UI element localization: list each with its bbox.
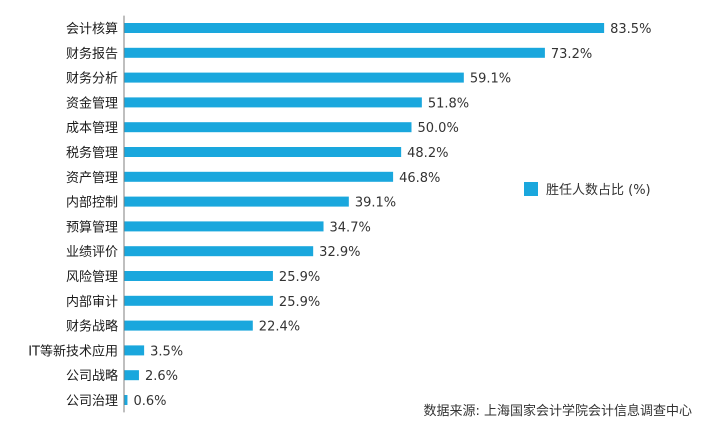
value-label: 32.9% <box>319 245 360 260</box>
value-label: 0.6% <box>133 394 166 409</box>
bar <box>124 221 324 232</box>
value-label: 3.5% <box>150 344 183 359</box>
legend-swatch <box>524 182 538 196</box>
bar <box>124 395 128 405</box>
category-label: IT等新技术应用 <box>28 343 118 359</box>
bar <box>124 196 349 207</box>
category-label: 资金管理 <box>66 95 118 111</box>
category-label: 风险管理 <box>66 270 118 285</box>
legend-label: 胜任人数占比 (%) <box>546 183 651 198</box>
bar <box>124 72 464 83</box>
category-label: 税务管理 <box>66 145 118 161</box>
value-label: 51.8% <box>428 96 469 111</box>
bar <box>124 122 412 133</box>
bar <box>124 97 422 108</box>
bar <box>124 246 314 257</box>
category-label: 财务分析 <box>66 71 118 87</box>
category-label: 业绩评价 <box>66 245 118 260</box>
bar <box>124 271 273 281</box>
category-label: 资产管理 <box>66 171 118 186</box>
bar <box>124 370 139 381</box>
source-note: 数据来源: 上海国家会计学院会计信息调查中心 <box>423 404 692 419</box>
value-label: 48.2% <box>407 146 448 161</box>
category-label: 预算管理 <box>66 220 118 235</box>
category-label: 内部控制 <box>66 195 118 211</box>
bars-layer: 会计核算 83.5% 财务报告 73.2% 财务分析 59.1% 资金管理 51.8% 成本管理… <box>28 22 651 409</box>
value-label: 83.5% <box>610 22 651 37</box>
category-label: 财务报告 <box>66 46 118 62</box>
value-label: 59.1% <box>470 72 511 87</box>
value-label: 50.0% <box>418 121 459 136</box>
bar <box>124 23 605 33</box>
value-label: 22.4% <box>259 320 300 335</box>
bar <box>124 147 402 157</box>
value-label: 73.2% <box>551 47 592 62</box>
category-label: 成本管理 <box>66 121 118 136</box>
value-label: 25.9% <box>279 295 320 310</box>
bar <box>124 47 545 58</box>
category-label: 内部审计 <box>66 294 118 310</box>
value-label: 2.6% <box>145 369 178 384</box>
value-label: 25.9% <box>279 270 320 285</box>
bar <box>124 295 273 306</box>
value-label: 39.1% <box>355 196 396 211</box>
bar <box>124 345 145 356</box>
category-label: 公司战略 <box>66 368 118 384</box>
category-label: 会计核算 <box>66 22 118 37</box>
value-label: 34.7% <box>330 220 371 235</box>
legend: 胜任人数占比 (%) <box>524 182 651 198</box>
value-label: 46.8% <box>399 171 440 186</box>
category-label: 财务战略 <box>66 319 118 335</box>
bar <box>124 171 394 182</box>
bar <box>124 320 253 331</box>
category-label: 公司治理 <box>66 394 118 409</box>
